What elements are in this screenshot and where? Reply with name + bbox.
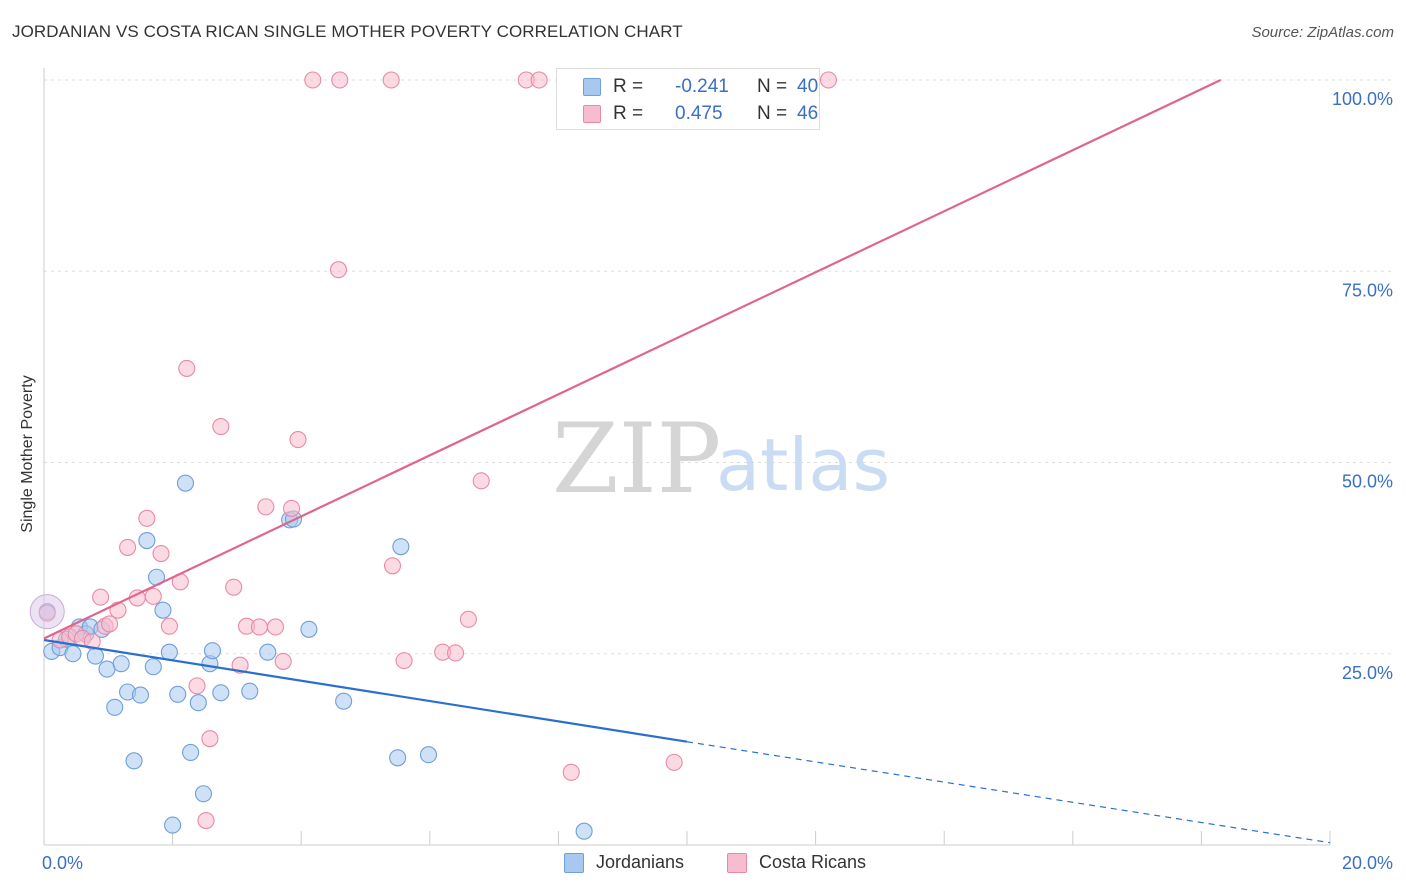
tick-labels: 25.0% 50.0% 75.0% 100.0% 0.0% 20.0% [42, 89, 1393, 873]
point-jordanians [138, 531, 156, 550]
trend-line-costa-ricans [43, 79, 1222, 640]
y-tick-label: 75.0% [1342, 280, 1393, 300]
n-label: N = [757, 103, 788, 124]
point-jordanians [112, 655, 130, 673]
r-label: R = [613, 103, 644, 124]
trend-lines [43, 79, 1331, 844]
y-tick-label: 25.0% [1342, 663, 1393, 683]
y-tick-label: 100.0% [1332, 89, 1393, 109]
point-costa-ricans [257, 498, 275, 516]
point-jordanians [64, 645, 82, 663]
point-jordanians [176, 474, 195, 492]
point-costa-ricans [152, 544, 170, 563]
correlation-legend: R = -0.241 N = 40 R = 0.475 N = 46 [556, 68, 820, 130]
point-costa-ricans [119, 538, 137, 556]
point-costa-ricans [395, 652, 413, 670]
point-costa-ricans [530, 71, 548, 89]
point-costa-ricans [283, 499, 301, 517]
point-costa-ricans [231, 656, 249, 674]
source-credit: Source: ZipAtlas.com [1251, 24, 1394, 41]
point-jordanians [259, 643, 277, 661]
legend-label-costa-ricans: Costa Ricans [759, 852, 867, 872]
point-costa-ricans [665, 753, 683, 771]
legend-swatch-jordanians [583, 78, 601, 96]
legend-label-jordanians: Jordanians [596, 852, 685, 872]
legend-swatch-costa-ricans [583, 105, 601, 123]
n-value: 40 [797, 76, 819, 97]
point-jordanians [160, 643, 178, 661]
n-value: 46 [797, 103, 819, 124]
grid-lines [44, 79, 1395, 655]
point-jordanians [164, 816, 182, 834]
point-costa-ricans [562, 763, 580, 781]
point-costa-ricans [266, 618, 285, 636]
point-costa-ricans [92, 588, 110, 606]
point-jordanians [212, 684, 230, 702]
trend-line-jordanians-projection [686, 741, 1331, 844]
point-jordanians [335, 692, 353, 710]
r-value: -0.241 [675, 76, 729, 97]
data-points [29, 71, 838, 840]
point-jordanians [241, 682, 259, 700]
axes [43, 68, 1331, 846]
point-costa-ricans [304, 71, 322, 89]
point-costa-ricans [382, 71, 400, 89]
point-jordanians [203, 642, 222, 660]
point-costa-ricans [178, 359, 196, 377]
point-costa-ricans [329, 261, 348, 279]
point-jordanians [389, 749, 407, 767]
point-costa-ricans [274, 652, 292, 670]
watermark-zip: ZIP [552, 403, 721, 515]
y-axis-label: Single Mother Poverty [19, 375, 36, 533]
point-jordanians [154, 601, 172, 619]
point-costa-ricans [446, 644, 465, 662]
x-tick-label: 20.0% [1342, 853, 1393, 873]
point-jordanians [392, 538, 410, 556]
r-label: R = [613, 76, 644, 97]
point-jordanians [575, 822, 593, 840]
point-jordanians [419, 746, 438, 764]
point-jordanians [189, 694, 207, 712]
point-jordanians [144, 658, 162, 676]
point-costa-ricans [101, 615, 119, 633]
point-costa-ricans [472, 472, 490, 490]
point-cluster [29, 594, 65, 630]
point-jordanians [300, 620, 318, 638]
watermark: ZIP atlas [552, 403, 890, 515]
point-costa-ricans [331, 71, 349, 89]
point-jordanians [86, 647, 104, 665]
x-tick-label: 0.0% [42, 853, 83, 873]
point-costa-ricans [188, 677, 206, 695]
point-costa-ricans [225, 578, 243, 596]
point-costa-ricans [138, 509, 156, 527]
point-costa-ricans [383, 557, 402, 575]
legend-swatch-costa-ricans [727, 853, 747, 873]
point-jordanians [194, 785, 213, 803]
point-costa-ricans [212, 417, 230, 436]
point-costa-ricans [83, 632, 101, 651]
point-costa-ricans [144, 587, 162, 605]
point-costa-ricans [160, 617, 178, 635]
watermark-atlas: atlas [716, 423, 890, 507]
point-jordanians [131, 686, 149, 704]
point-jordanians [169, 685, 187, 703]
point-costa-ricans [250, 618, 268, 636]
point-jordanians [106, 698, 124, 716]
point-costa-ricans [201, 730, 219, 748]
point-costa-ricans [459, 610, 477, 628]
point-costa-ricans [197, 811, 215, 830]
chart-title: JORDANIAN VS COSTA RICAN SINGLE MOTHER P… [12, 22, 683, 41]
n-label: N = [757, 76, 788, 97]
point-jordanians [182, 743, 200, 761]
point-jordanians [125, 752, 143, 770]
r-value: 0.475 [675, 103, 723, 124]
point-costa-ricans [819, 71, 838, 89]
y-tick-label: 50.0% [1342, 472, 1393, 492]
legend-swatch-jordanians [564, 853, 584, 873]
trend-line-jordanians [43, 638, 688, 743]
point-costa-ricans [289, 430, 307, 449]
